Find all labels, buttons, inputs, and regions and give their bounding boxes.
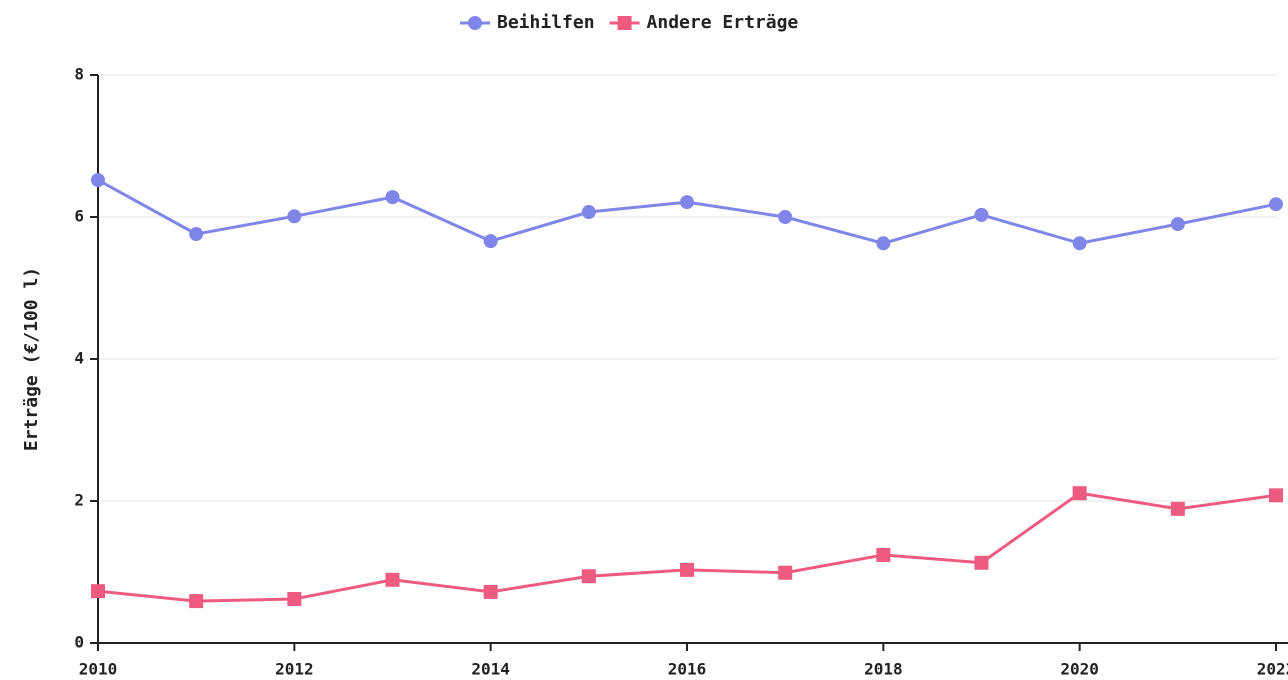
- legend: Beihilfen Andere Erträge: [460, 12, 798, 33]
- y-tick-label: 6: [74, 207, 84, 226]
- data-point: [680, 195, 694, 210]
- x-tick-label: 2020: [1060, 660, 1099, 679]
- data-point: [1170, 217, 1185, 232]
- data-point: [91, 173, 105, 188]
- data-point: [974, 555, 989, 570]
- data-point: [778, 210, 793, 224]
- data-point: [778, 565, 793, 580]
- y-tick-label: 8: [74, 65, 84, 84]
- legend-marker: [617, 16, 632, 30]
- data-point: [385, 190, 400, 205]
- x-tick-label: 2014: [471, 660, 510, 679]
- x-tick-label: 2012: [275, 660, 314, 679]
- data-point: [1072, 236, 1087, 251]
- data-point: [876, 236, 891, 251]
- y-tick-label: 2: [74, 491, 84, 510]
- data-point: [483, 234, 498, 249]
- x-tick-label: 2018: [864, 660, 903, 679]
- data-point: [189, 227, 204, 242]
- legend-label: Andere Erträge: [647, 12, 799, 33]
- data-point: [91, 584, 105, 599]
- data-point: [1170, 501, 1185, 516]
- data-point: [483, 584, 498, 599]
- data-point: [581, 569, 596, 584]
- data-point: [680, 562, 694, 577]
- legend-marker: [468, 16, 482, 30]
- y-tick-label: 4: [74, 349, 84, 368]
- data-point: [1072, 486, 1087, 501]
- data-point: [287, 591, 302, 606]
- data-point: [876, 547, 891, 562]
- data-point: [1269, 197, 1283, 212]
- x-tick-label: 2016: [668, 660, 707, 679]
- data-point: [581, 205, 596, 220]
- data-point: [385, 572, 400, 587]
- data-point: [974, 207, 989, 222]
- data-point: [1269, 488, 1283, 503]
- y-axis-label: Erträge (€/100 l): [21, 267, 42, 451]
- x-tick-label: 2010: [79, 660, 118, 679]
- data-point: [287, 209, 302, 224]
- x-tick-label: 2022: [1257, 660, 1288, 679]
- legend-label: Beihilfen: [497, 12, 595, 33]
- data-point: [189, 594, 204, 609]
- series-line: [97, 491, 1277, 603]
- y-tick-label: 0: [74, 633, 84, 652]
- series-line: [97, 178, 1277, 245]
